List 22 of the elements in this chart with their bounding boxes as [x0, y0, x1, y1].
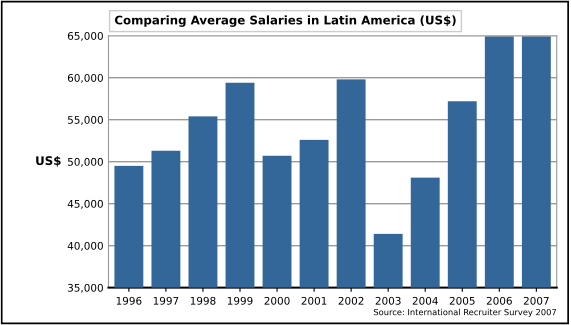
x-tick-label: 2005: [450, 296, 475, 305]
x-tick-label: 2007: [524, 296, 549, 305]
x-tick-label: 2003: [376, 296, 401, 305]
x-tick-label: 2000: [264, 296, 290, 305]
y-tick-label: 50,000: [68, 158, 103, 167]
y-tick-label: 35,000: [68, 284, 103, 293]
x-tick-label: 1996: [116, 296, 142, 305]
y-tick-label: 65,000: [68, 32, 103, 41]
chart-title: Comparing Average Salaries in Latin America (US$): [114, 15, 456, 27]
y-tick-label: 40,000: [68, 242, 103, 251]
y-tick-label: 55,000: [68, 116, 103, 125]
x-tick-label: 1998: [190, 296, 216, 305]
y-tick-label: 45,000: [68, 200, 103, 209]
y-tick-label: 60,000: [68, 74, 103, 83]
x-tick-label: 2004: [412, 296, 438, 305]
x-tick-label: 1999: [228, 296, 253, 305]
source-note: Source: International Recruiter Survey 2007: [374, 308, 556, 317]
x-tick-label: 1997: [154, 296, 178, 305]
x-tick-label: 2002: [338, 296, 364, 305]
x-tick-label: 2001: [302, 296, 326, 305]
x-tick-label: 2006: [486, 296, 512, 305]
y-axis-title: US$: [36, 156, 61, 167]
